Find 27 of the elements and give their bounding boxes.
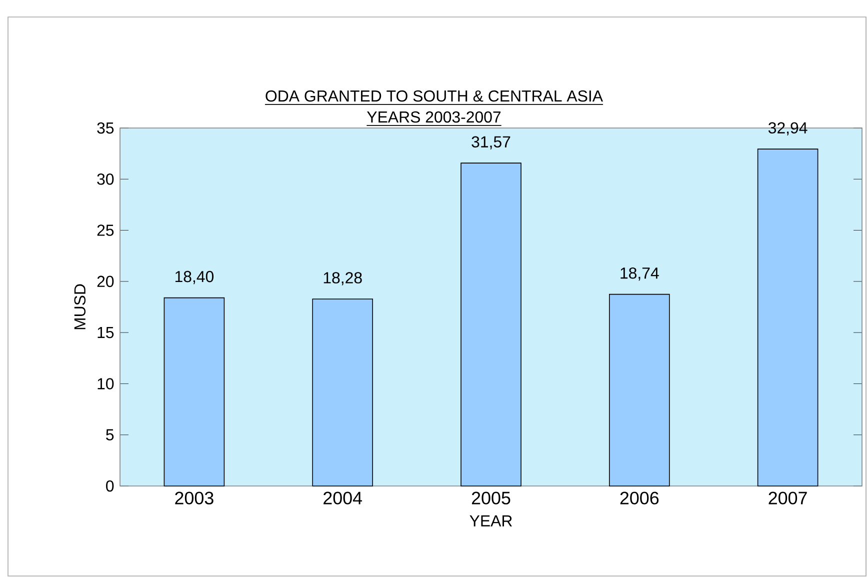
bar	[164, 297, 225, 486]
bar	[757, 148, 818, 486]
bar	[609, 294, 670, 486]
x-tick-label: 2007	[768, 492, 807, 504]
chart-subtitle: YEARS 2003-2007	[367, 111, 501, 123]
data-label: 18,28	[324, 272, 362, 286]
y-tick-label: 35	[97, 122, 114, 134]
x-tick-label: 2004	[324, 492, 362, 504]
x-tick-label: 2005	[472, 492, 510, 504]
x-axis-title: YEAR	[470, 515, 512, 526]
data-label: 18,40	[175, 270, 214, 284]
data-label: 18,74	[620, 267, 659, 281]
y-tick-label: 5	[106, 429, 114, 440]
chart-title: ODA GRANTED TO SOUTH & CENTRAL ASIA	[266, 90, 603, 102]
x-tick-label: 2003	[175, 492, 214, 504]
y-tick-label: 0	[106, 480, 114, 492]
y-tick-label: 15	[98, 327, 114, 338]
y-tick-label: 10	[98, 378, 114, 390]
x-tick-label: 2006	[620, 492, 659, 504]
bar	[460, 162, 522, 486]
y-tick-label: 30	[97, 174, 114, 185]
data-label: 32,94	[768, 122, 808, 136]
y-axis-title: MUSD	[74, 284, 86, 330]
y-tick-label: 20	[97, 276, 114, 288]
y-tick-label: 25	[97, 224, 114, 236]
data-label: 31,57	[472, 136, 510, 150]
bar	[312, 298, 373, 486]
